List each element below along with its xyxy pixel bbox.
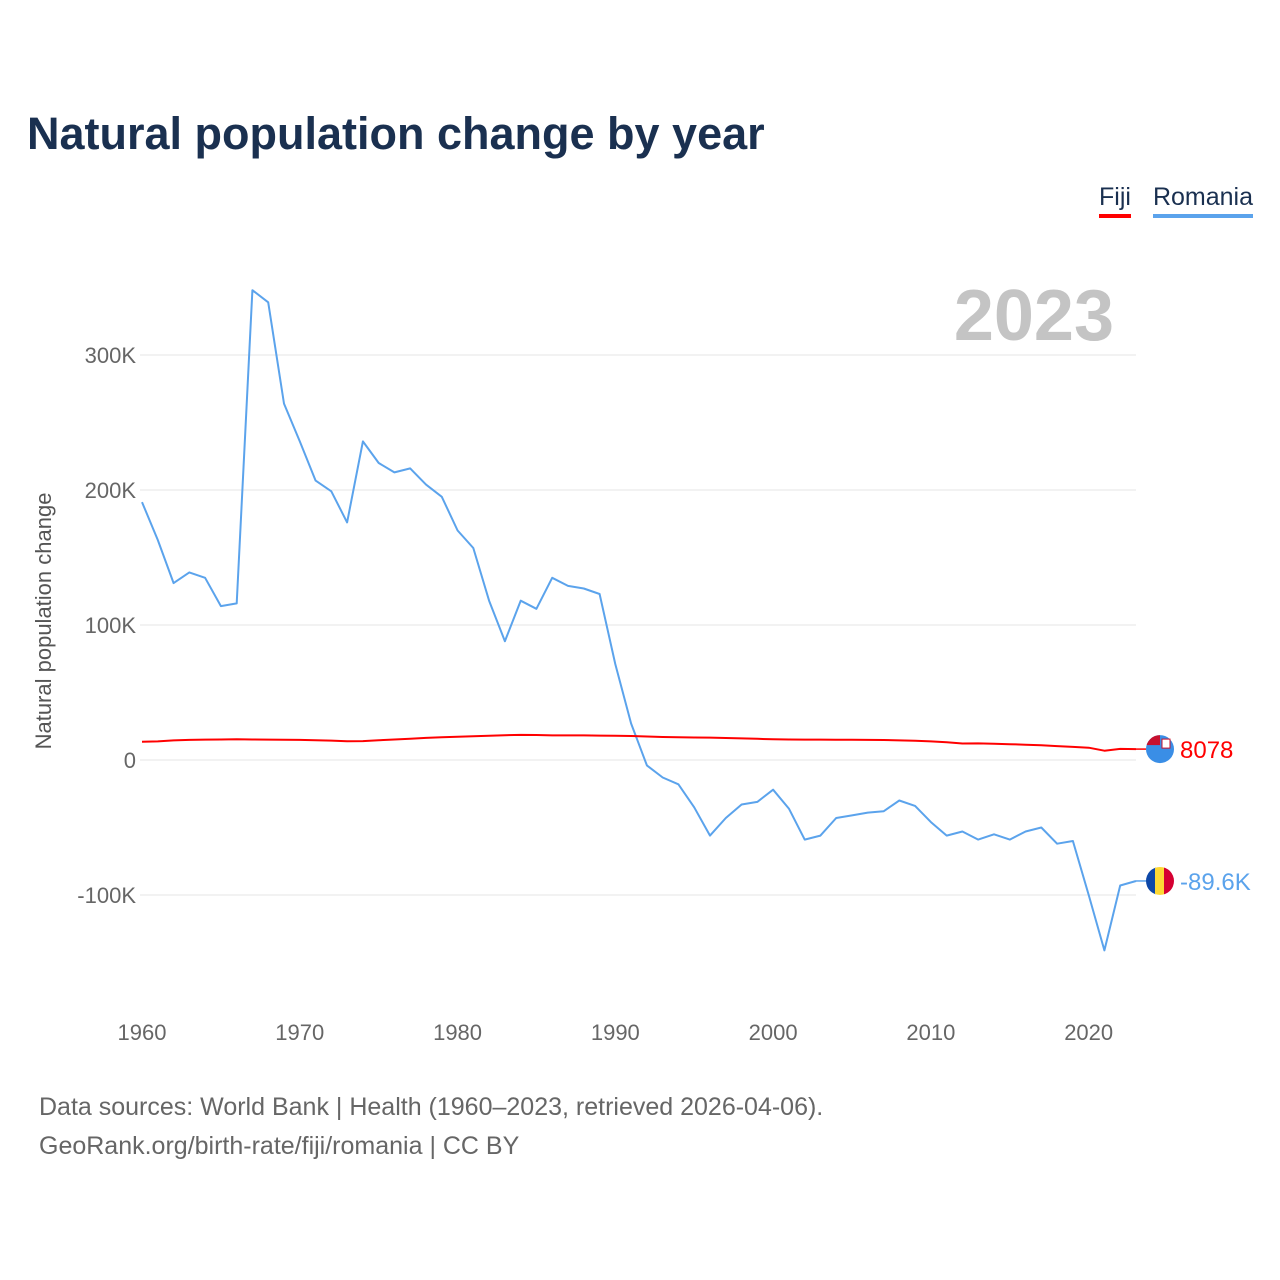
data-source-text: Data sources: World Bank | Health (1960–…: [39, 1093, 824, 1121]
flag-shield: [1161, 738, 1171, 749]
x-tick-label: 1960: [118, 1020, 167, 1045]
x-tick-label: 1980: [433, 1020, 482, 1045]
attribution-text: GeoRank.org/birth-rate/fiji/romania | CC…: [39, 1132, 520, 1160]
x-tick-label: 1990: [591, 1020, 640, 1045]
y-tick-label: 300K: [85, 343, 137, 368]
chart-title: Natural population change by year: [27, 108, 765, 159]
x-tick-label: 1970: [275, 1020, 324, 1045]
flag-stripe: [1146, 866, 1156, 895]
y-tick-label: -100K: [77, 883, 136, 908]
flag-stripe: [1155, 866, 1165, 895]
year-label: 2023: [954, 276, 1114, 356]
y-axis-label: Natural population change: [31, 493, 56, 750]
footer: Data sources: World Bank | Health (1960–…: [39, 1088, 823, 1166]
flag-canton: [1146, 735, 1160, 746]
fiji-flag-icon: [1146, 735, 1174, 764]
flag-stripe: [1164, 866, 1174, 895]
end-value-label-fiji: 8078: [1180, 737, 1233, 764]
x-tick-label: 2010: [906, 1020, 955, 1045]
x-tick-label: 2000: [749, 1020, 798, 1045]
y-tick-label: 100K: [85, 613, 137, 638]
y-tick-label: 0: [124, 748, 136, 773]
series-line-fiji: [141, 733, 1137, 752]
legend-item-fiji[interactable]: Fiji: [1099, 183, 1131, 218]
series-line-romania: [141, 289, 1137, 952]
end-value-label-romania: -89.6K: [1180, 869, 1251, 896]
legend-item-romania[interactable]: Romania: [1152, 183, 1253, 218]
legend: Fiji Romania: [1099, 183, 1253, 218]
x-tick-label: 2020: [1064, 1020, 1113, 1045]
romania-flag-icon: [1146, 866, 1174, 895]
y-tick-label: 200K: [85, 478, 137, 503]
